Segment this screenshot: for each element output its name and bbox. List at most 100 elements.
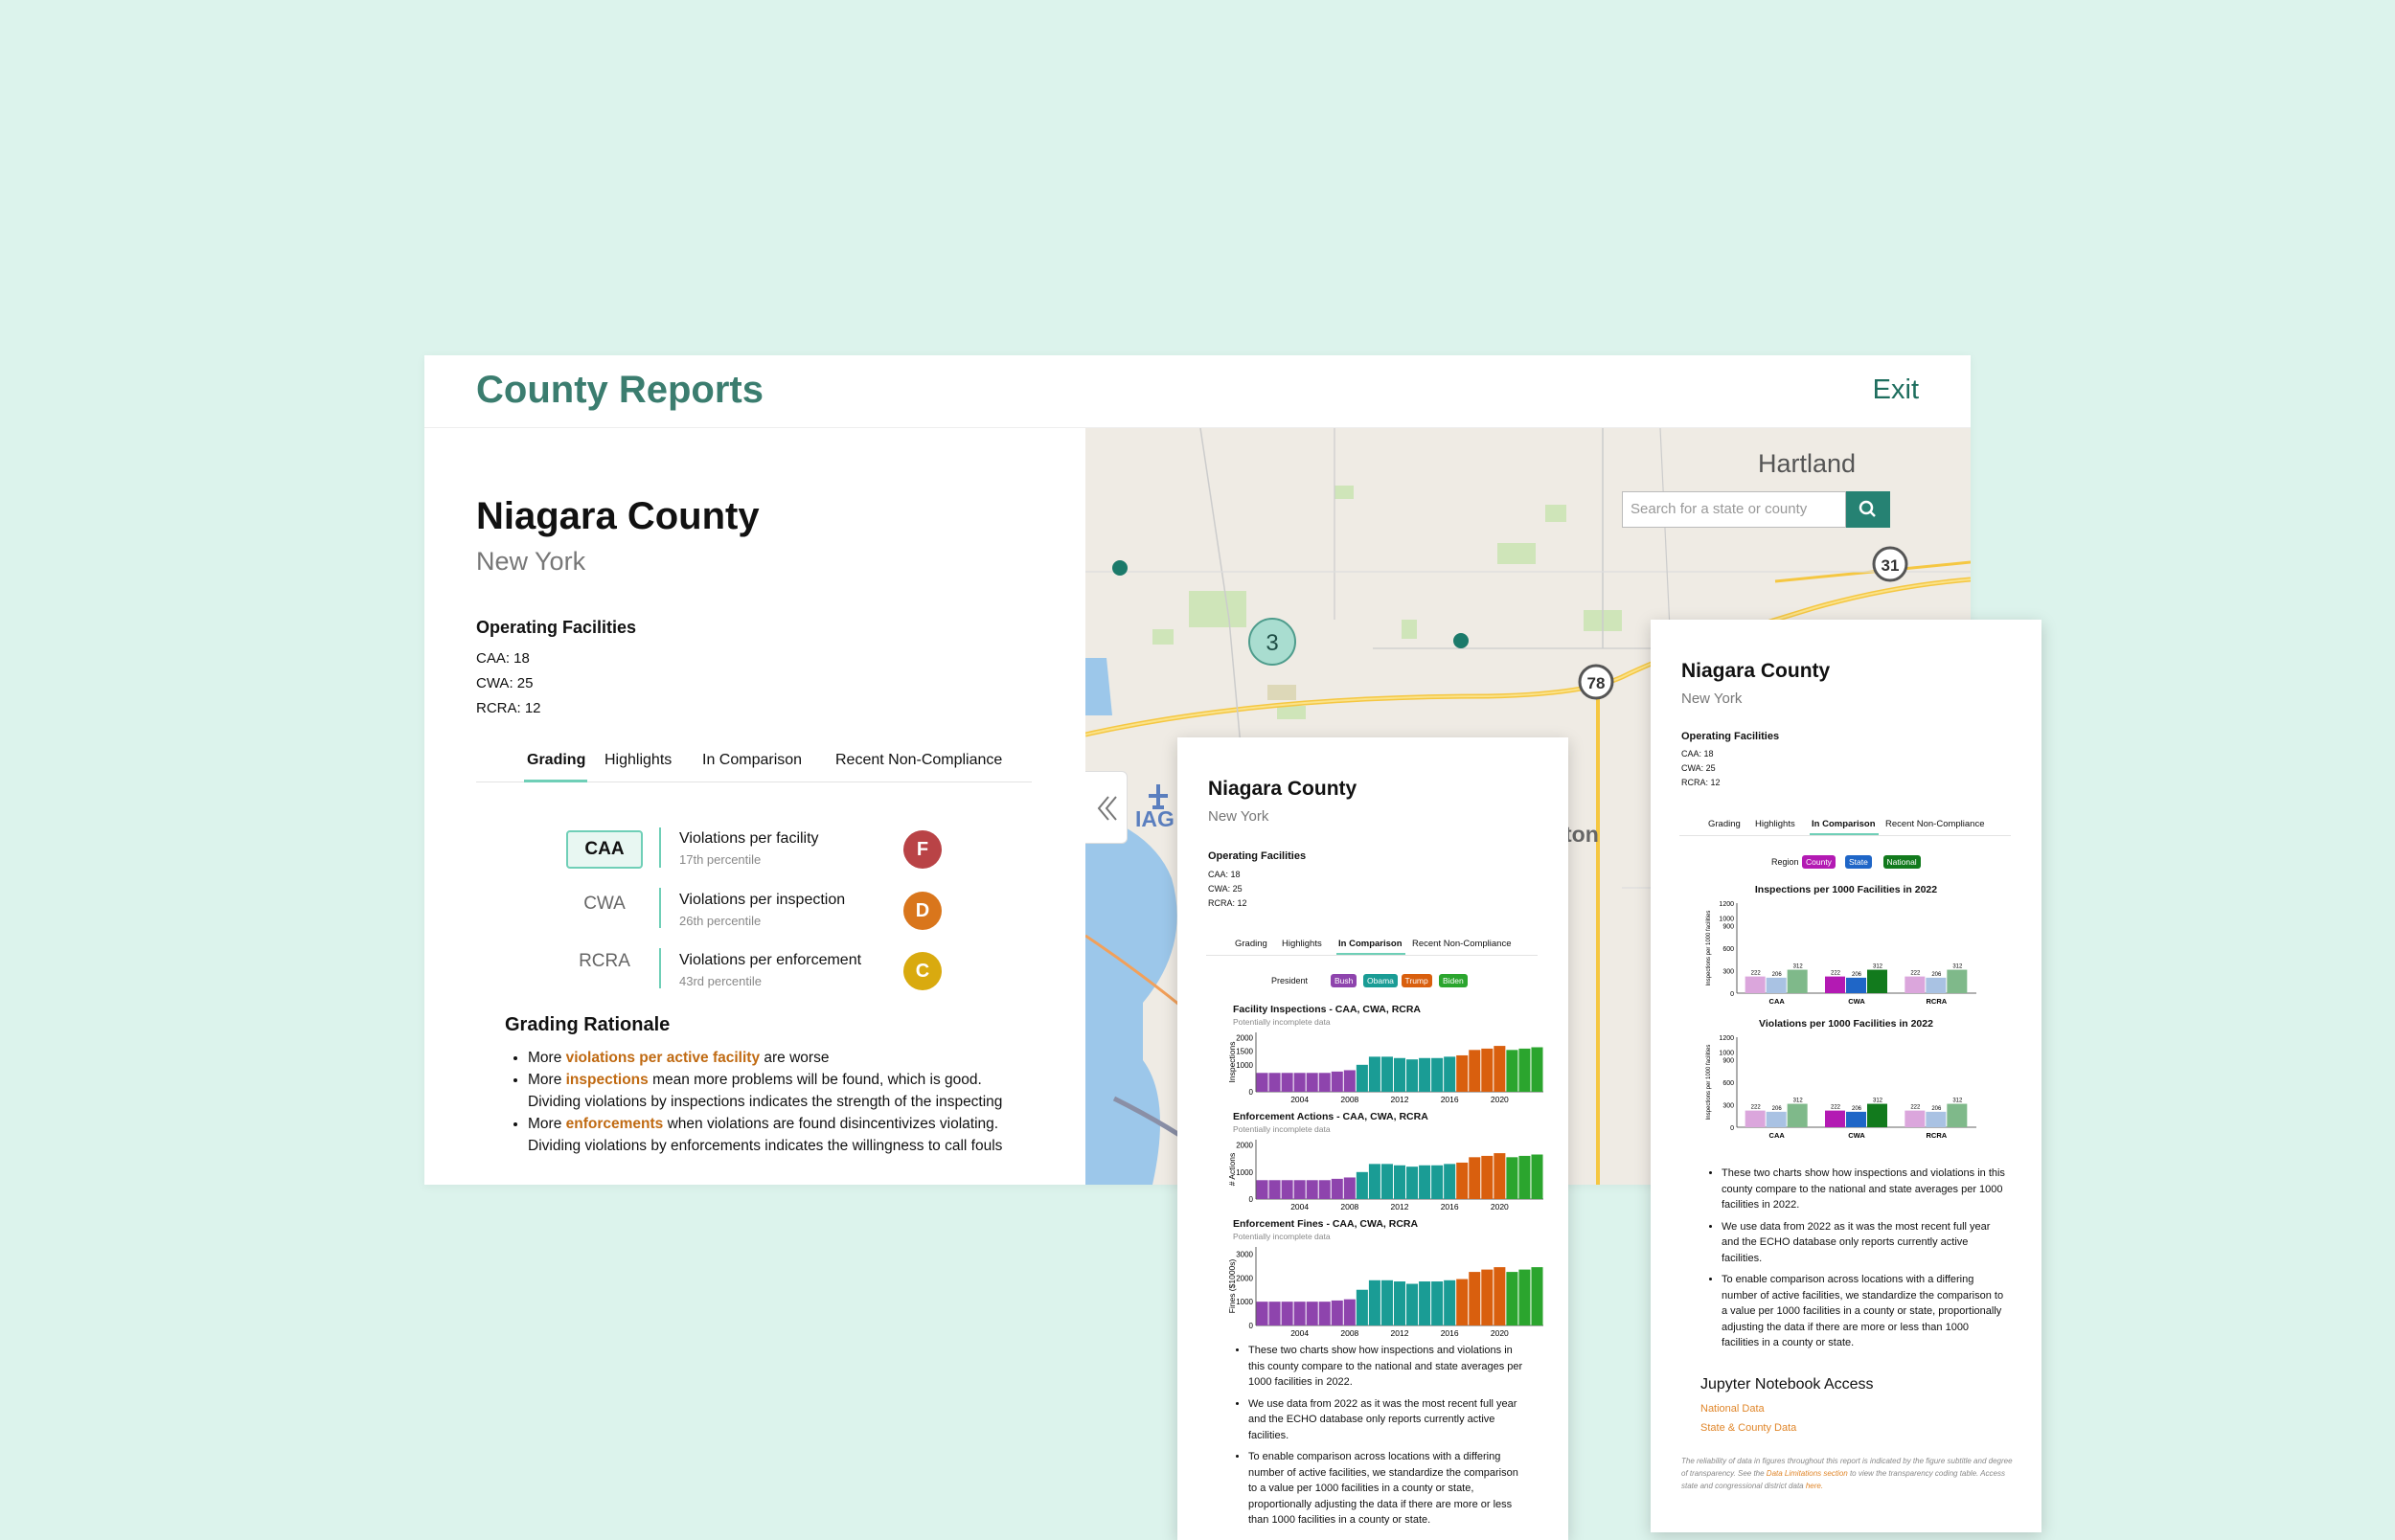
legend-chip-biden[interactable]: Biden xyxy=(1439,974,1468,987)
highlight-term: inspections xyxy=(565,1072,649,1088)
national-data-link[interactable]: National Data xyxy=(1700,1403,1765,1415)
divider-line xyxy=(659,888,661,928)
here-link[interactable]: here. xyxy=(1805,1482,1824,1490)
tab-recent-non-compliance[interactable]: Recent Non-Compliance xyxy=(1885,819,1985,829)
data-label: 312 xyxy=(1793,1098,1804,1104)
grade-badge: F xyxy=(903,830,942,869)
tab-grading[interactable]: Grading xyxy=(1708,819,1741,829)
tab-in-comparison[interactable]: In Comparison xyxy=(1338,939,1403,949)
report-tabs: Grading Highlights In Comparison Recent … xyxy=(1679,815,2011,836)
report-card-timeline: Niagara County New York Operating Facili… xyxy=(1177,737,1568,1540)
search-input[interactable]: Search for a state or county xyxy=(1622,491,1846,528)
bar xyxy=(1281,1073,1293,1092)
x-tick-label: 2016 xyxy=(1441,1202,1459,1212)
y-tick-label: 2000 xyxy=(1236,1274,1253,1282)
search-button[interactable] xyxy=(1846,491,1890,528)
bar xyxy=(1356,1289,1368,1325)
cluster-count: 3 xyxy=(1266,630,1278,656)
tab-highlights[interactable]: Highlights xyxy=(1755,819,1795,829)
route-shield-icon xyxy=(1578,664,1614,700)
highlight-term: violations per active facility xyxy=(565,1050,761,1066)
x-tick-label: CAA xyxy=(1769,1131,1786,1140)
bar xyxy=(1506,1050,1518,1092)
legend-label: President xyxy=(1271,976,1309,985)
tab-recent-non-compliance[interactable]: Recent Non-Compliance xyxy=(1412,939,1512,949)
data-limitations-link[interactable]: Data Limitations section xyxy=(1766,1469,1848,1478)
divider-line xyxy=(659,827,661,868)
legend-label: Region xyxy=(1771,857,1799,867)
y-tick-label: 2000 xyxy=(1236,1034,1253,1043)
tab-highlights[interactable]: Highlights xyxy=(604,752,673,768)
bar xyxy=(1393,1057,1406,1092)
route-number: 31 xyxy=(1882,556,1900,575)
legend-chip-obama[interactable]: Obama xyxy=(1363,974,1398,987)
legend-chip-county[interactable]: County xyxy=(1802,855,1836,869)
tab-grading[interactable]: Grading xyxy=(1235,939,1267,949)
x-tick-label: CWA xyxy=(1848,997,1865,1006)
chart-title: Inspections per 1000 Facilities in 2022 xyxy=(1754,884,1938,895)
facility-marker[interactable] xyxy=(1112,560,1128,576)
bar xyxy=(1905,1110,1926,1127)
bar xyxy=(1368,1280,1380,1325)
tab-in-comparison[interactable]: In Comparison xyxy=(1812,819,1876,829)
program-cwa[interactable]: CWA xyxy=(583,894,626,914)
chart-subtitle: Potentially incomplete data xyxy=(1233,1232,1331,1241)
grade-badge: D xyxy=(903,892,942,930)
bar xyxy=(1356,1171,1368,1199)
bar xyxy=(1444,1164,1456,1199)
legend-chip-trump[interactable]: Trump xyxy=(1401,974,1432,987)
collapse-panel-button[interactable] xyxy=(1085,771,1128,844)
x-tick-label: 2004 xyxy=(1290,1202,1309,1212)
facility-marker[interactable] xyxy=(1453,633,1469,648)
map-canvas: 3 31 78 Hartland IAG ton xyxy=(1085,428,1971,1185)
tab-in-comparison[interactable]: In Comparison xyxy=(702,752,803,768)
bar xyxy=(1406,1059,1419,1092)
highlight-term: enforcements xyxy=(565,1116,664,1132)
exit-link[interactable]: Exit xyxy=(1872,374,1919,405)
x-tick-label: 2020 xyxy=(1491,1202,1509,1212)
bar xyxy=(1306,1073,1318,1092)
list-item: We use data from 2022 as it was the most… xyxy=(1722,1219,2009,1267)
program-caa[interactable]: CAA xyxy=(566,830,643,869)
chart-subtitle: Potentially incomplete data xyxy=(1233,1124,1331,1134)
place-label: Hartland xyxy=(1758,449,1856,478)
y-axis-label: Inspections per 1000 facilities xyxy=(1706,911,1712,986)
y-tick-label: 1000 xyxy=(1236,1168,1253,1177)
bar xyxy=(1356,1064,1368,1092)
enforcement-actions-chart: # Actions 0 1000 2000 2004 2008 2012 2016 2020 xyxy=(1227,1140,1543,1212)
tab-grading[interactable]: Grading xyxy=(527,752,586,768)
facility-count-rcra: RCRA: 12 xyxy=(476,700,541,716)
bar xyxy=(1481,1048,1494,1092)
y-tick-label: 1000 xyxy=(1719,917,1734,923)
fine-print: The reliability of data in figures throu… xyxy=(1681,1457,2013,1490)
state-county-data-link[interactable]: State & County Data xyxy=(1700,1422,1797,1434)
bar xyxy=(1531,1267,1543,1325)
facility-inspections-chart: Inspections 0 1000 1500 2000 2004 2008 2012 2016… xyxy=(1227,1032,1543,1104)
legend-chip-bush[interactable]: Bush xyxy=(1331,974,1357,987)
bar xyxy=(1293,1073,1306,1092)
tab-recent-non-compliance[interactable]: Recent Non-Compliance xyxy=(835,752,1003,768)
y-axis-label: # Actions xyxy=(1227,1153,1237,1187)
legend-chip-national[interactable]: National xyxy=(1882,855,1921,869)
chart-title: Enforcement Actions - CAA, CWA, RCRA xyxy=(1233,1111,1428,1122)
cluster-marker[interactable] xyxy=(1248,618,1296,666)
data-label: 312 xyxy=(1793,964,1804,970)
y-tick-label: 0 xyxy=(1249,1322,1254,1330)
y-tick-label: 1000 xyxy=(1236,1061,1253,1070)
bar xyxy=(1256,1073,1268,1092)
y-tick-label: 1000 xyxy=(1719,1051,1734,1057)
x-tick-label: CWA xyxy=(1848,1131,1865,1140)
x-tick-label: 2020 xyxy=(1491,1328,1509,1338)
legend-chip-state[interactable]: State xyxy=(1845,855,1872,869)
bar xyxy=(1456,1279,1469,1325)
program-rcra[interactable]: RCRA xyxy=(579,951,630,971)
bar xyxy=(1947,969,1968,993)
bar xyxy=(1331,1300,1343,1325)
airport-label: IAG xyxy=(1135,806,1175,831)
bar xyxy=(1343,1177,1356,1199)
y-tick-label: 300 xyxy=(1722,969,1734,976)
x-tick-label: 2016 xyxy=(1441,1328,1459,1338)
tab-highlights[interactable]: Highlights xyxy=(1282,939,1322,949)
chart-title: Violations per 1000 Facilities in 2022 xyxy=(1759,1018,1933,1030)
y-tick-label: 900 xyxy=(1722,924,1734,931)
